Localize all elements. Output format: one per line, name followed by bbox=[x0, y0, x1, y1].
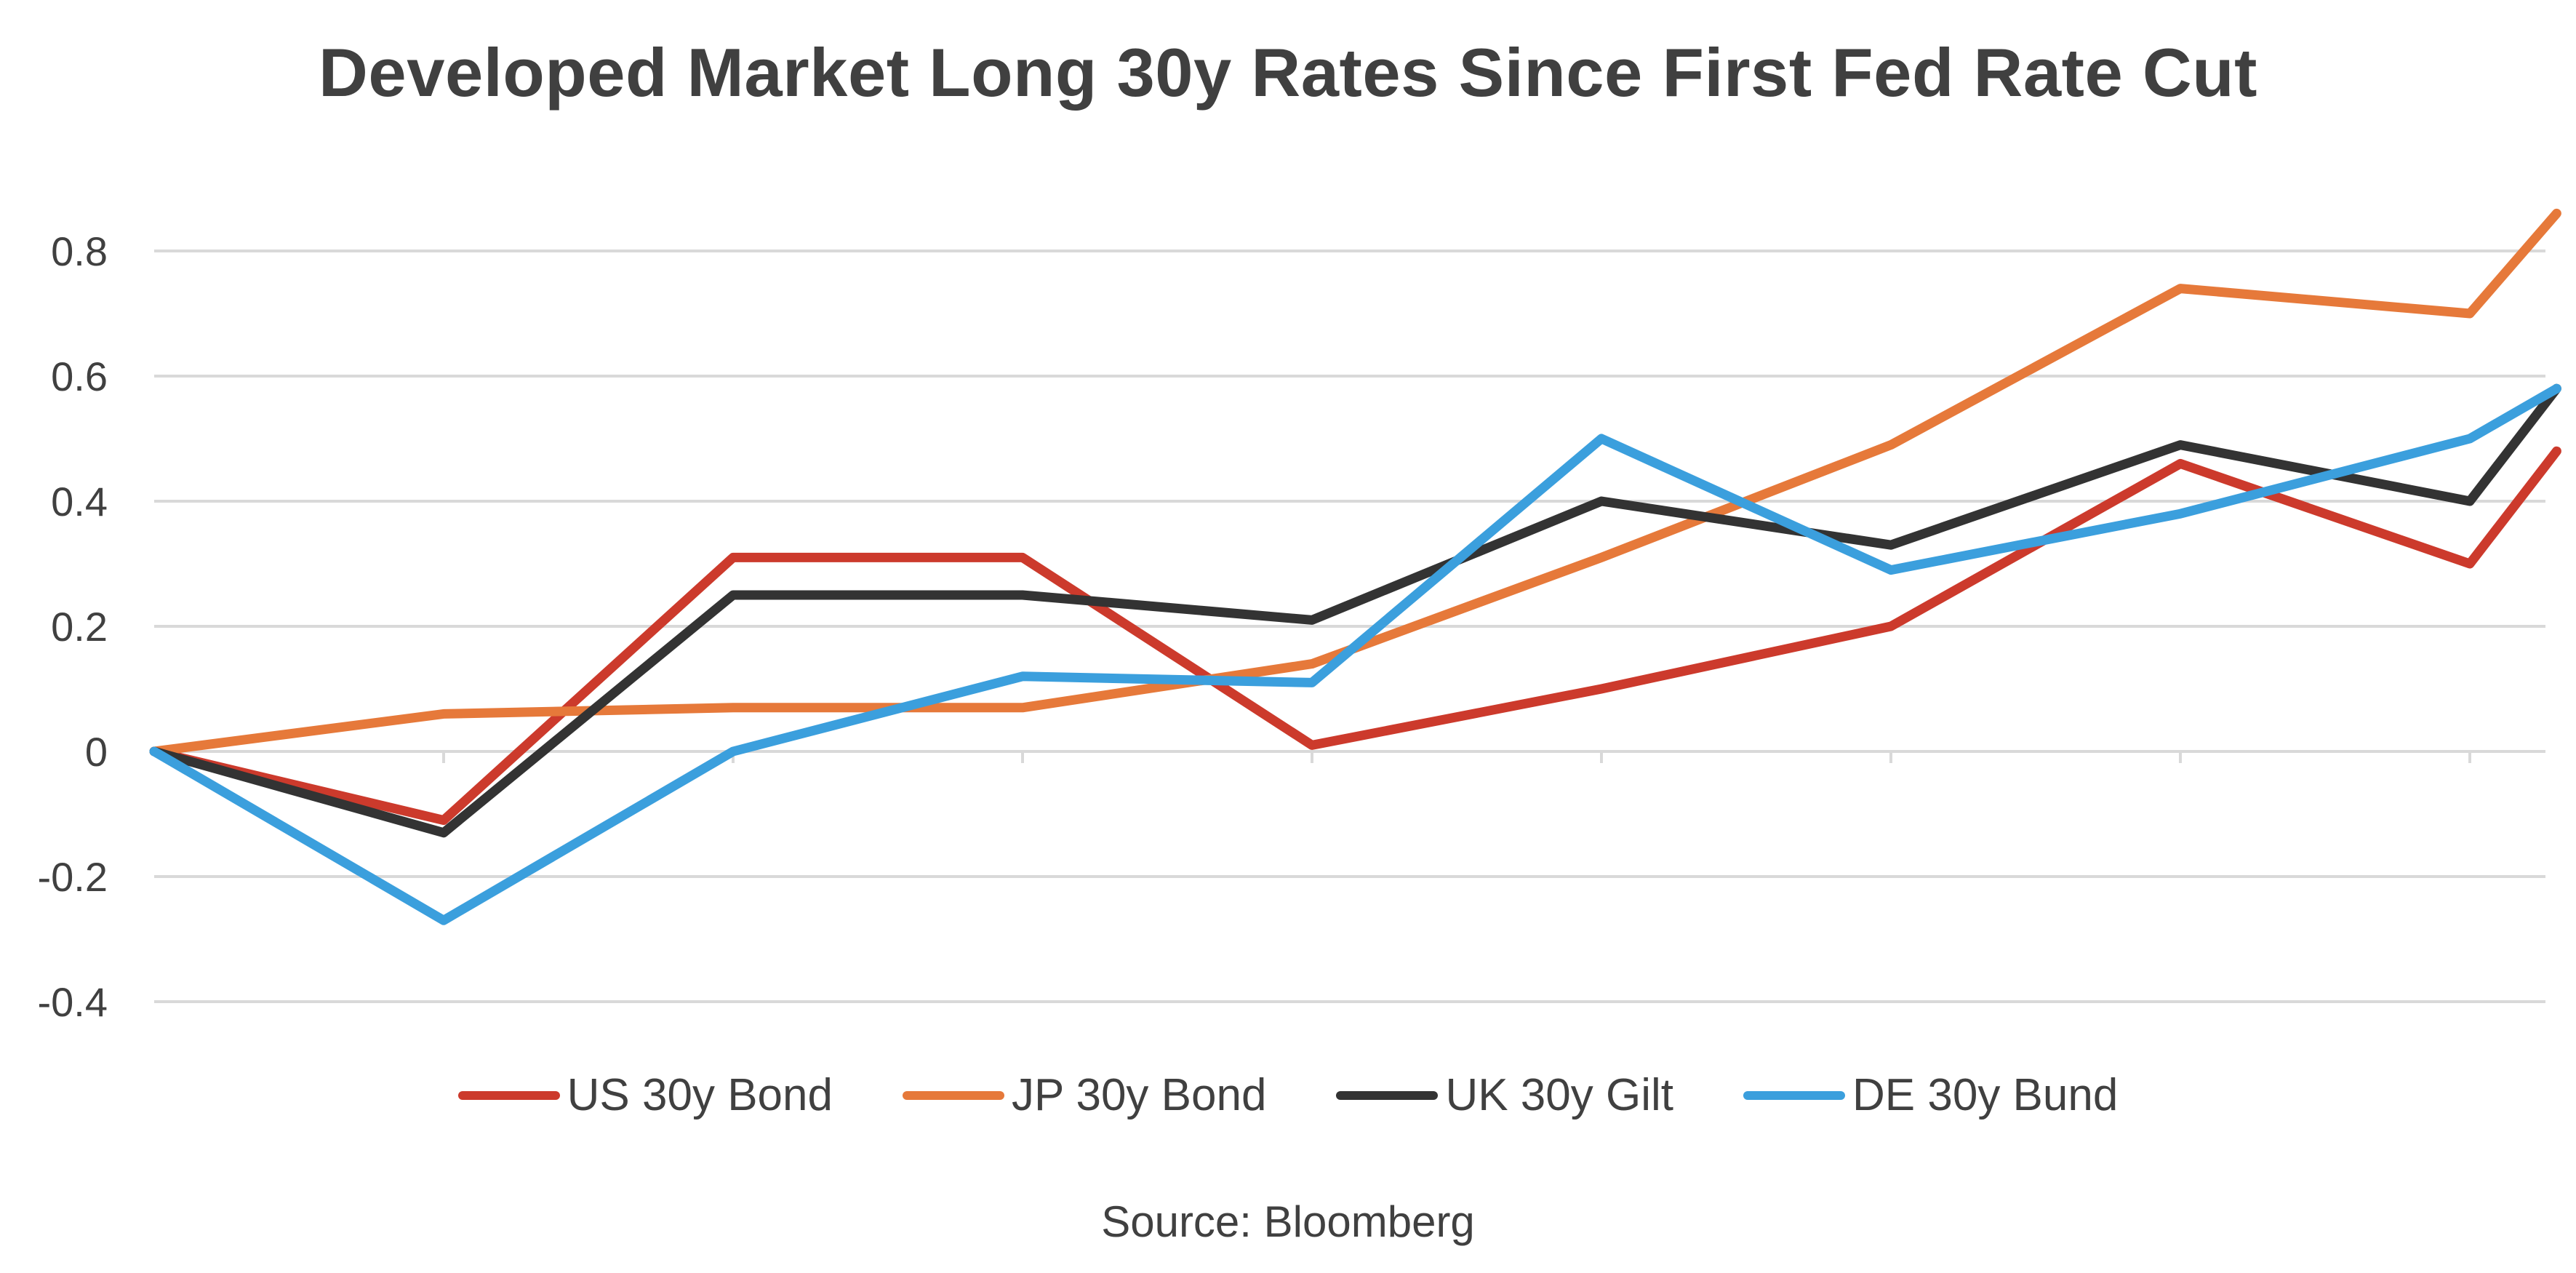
source-note: Source: Bloomberg bbox=[1101, 1197, 1475, 1246]
chart-title: Developed Market Long 30y Rates Since Fi… bbox=[319, 34, 2257, 111]
legend-label-uk: UK 30y Gilt bbox=[1445, 1070, 1673, 1120]
legend-item-uk: UK 30y Gilt bbox=[1336, 1069, 1673, 1121]
legend-label-us: US 30y Bond bbox=[567, 1070, 833, 1120]
legend-item-jp: JP 30y Bond bbox=[903, 1069, 1266, 1121]
y-tick-label: -0.4 bbox=[38, 979, 108, 1025]
y-tick-label: 0 bbox=[85, 729, 108, 775]
series-line-jp-30y-bond bbox=[149, 208, 2561, 757]
series-line-us-30y-bond bbox=[149, 446, 2561, 826]
legend-swatch-uk bbox=[1336, 1090, 1439, 1100]
y-tick-label: -0.2 bbox=[38, 854, 108, 900]
legend-label-jp: JP 30y Bond bbox=[1012, 1070, 1267, 1120]
legend: US 30y Bond JP 30y Bond UK 30y Gilt DE 3… bbox=[0, 1069, 2576, 1121]
y-tick-label: 0.2 bbox=[51, 604, 108, 650]
y-tick-label: 0.6 bbox=[51, 354, 108, 399]
legend-swatch-de bbox=[1743, 1090, 1845, 1100]
gridlines bbox=[154, 250, 2545, 1003]
series-lines bbox=[149, 208, 2561, 925]
legend-swatch-jp bbox=[903, 1090, 1004, 1100]
y-tick-labels: 0.8 0.6 0.4 0.2 0 -0.2 -0.4 bbox=[38, 228, 108, 1025]
legend-swatch-us bbox=[457, 1090, 560, 1100]
x-tick-marks bbox=[442, 751, 2471, 763]
series-line-de-30y-bund bbox=[149, 383, 2561, 925]
legend-item-de: DE 30y Bund bbox=[1743, 1069, 2118, 1121]
legend-label-de: DE 30y Bund bbox=[1852, 1070, 2119, 1120]
y-tick-label: 0.4 bbox=[51, 479, 108, 524]
legend-item-us: US 30y Bond bbox=[457, 1069, 833, 1121]
y-tick-label: 0.8 bbox=[51, 228, 108, 274]
series-line-uk-30y-gilt bbox=[149, 383, 2561, 838]
